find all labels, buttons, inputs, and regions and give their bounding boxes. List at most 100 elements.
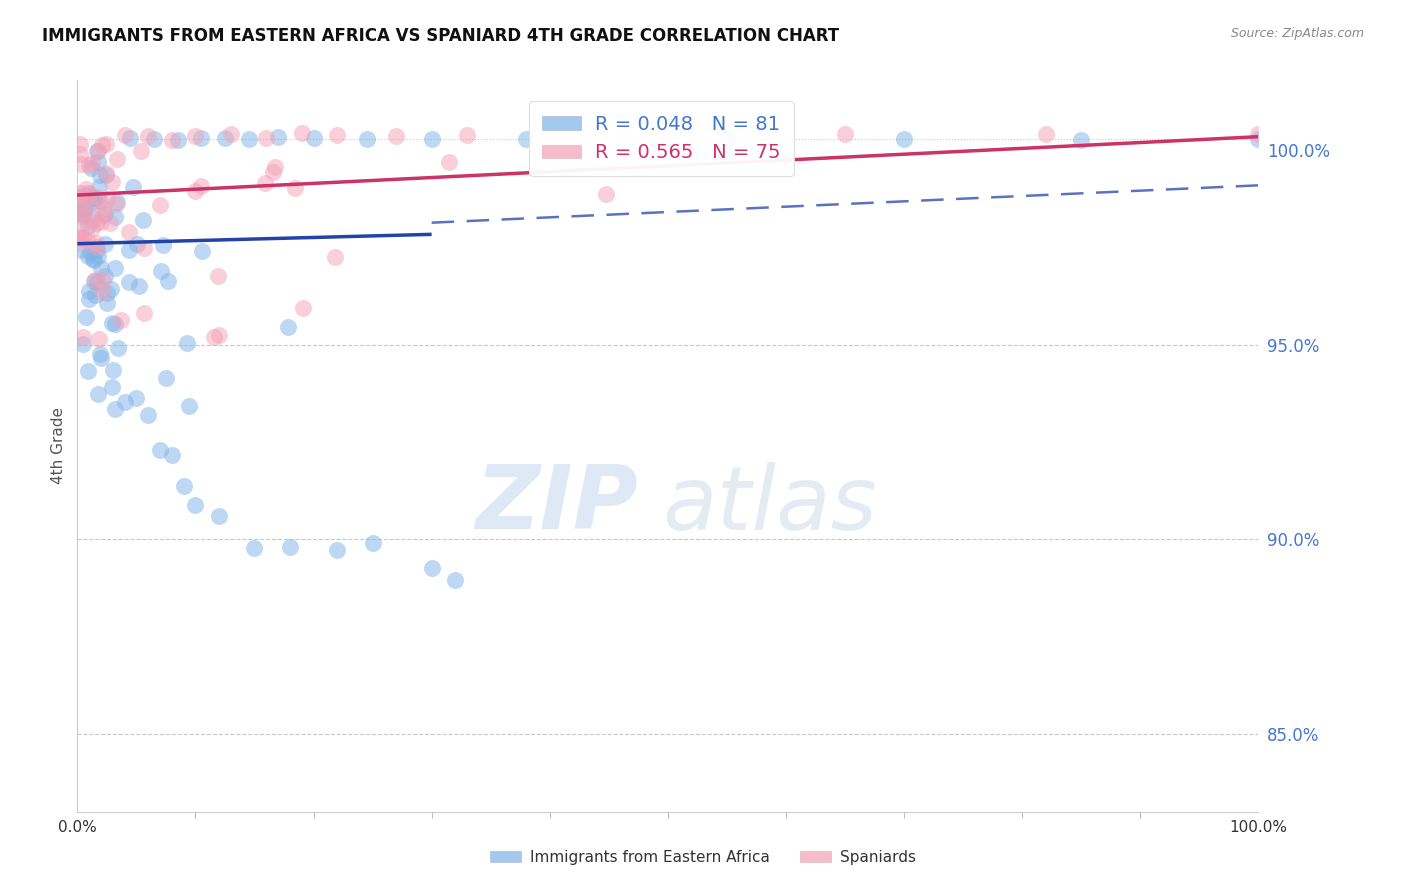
Point — [96, 168, 118, 182]
Point — [84, 216, 107, 230]
Point — [82, 252, 104, 266]
Point — [87, 144, 110, 158]
Point — [176, 335, 198, 350]
Point — [76, 186, 98, 201]
Point — [105, 194, 128, 209]
Point — [96, 285, 118, 300]
Point — [69, 189, 91, 203]
Point — [243, 541, 266, 556]
Point — [72, 207, 94, 221]
Point — [94, 268, 117, 283]
Point — [166, 133, 188, 147]
Point — [72, 329, 94, 343]
Point — [89, 332, 111, 346]
Point — [93, 236, 115, 251]
Point — [120, 131, 142, 145]
Point — [87, 249, 110, 263]
Point — [114, 128, 136, 142]
Point — [437, 154, 460, 169]
Point — [173, 479, 195, 493]
Point — [190, 179, 212, 194]
Point — [77, 284, 100, 298]
Point — [89, 168, 111, 182]
Point — [69, 157, 91, 171]
Point — [254, 131, 277, 145]
Point — [515, 132, 537, 146]
Point — [214, 130, 236, 145]
Point — [716, 130, 738, 145]
Point — [1035, 127, 1057, 141]
Point — [83, 253, 105, 268]
Point — [70, 244, 93, 258]
Text: Source: ZipAtlas.com: Source: ZipAtlas.com — [1230, 27, 1364, 40]
Point — [84, 235, 107, 250]
Point — [118, 276, 141, 290]
Point — [87, 180, 110, 194]
Text: ZIP: ZIP — [475, 461, 638, 548]
Point — [326, 128, 349, 142]
Point — [284, 181, 307, 195]
Point — [385, 129, 408, 144]
Point — [356, 132, 378, 146]
Point — [191, 244, 214, 258]
Point — [325, 250, 347, 264]
Point — [456, 128, 478, 142]
Point — [595, 187, 617, 202]
Point — [77, 292, 100, 306]
Point — [122, 180, 145, 194]
Point — [184, 184, 207, 198]
Point — [83, 273, 105, 287]
Point — [75, 182, 97, 196]
Point — [70, 191, 93, 205]
Point — [149, 197, 172, 211]
Point — [91, 273, 114, 287]
Point — [86, 244, 108, 258]
Point — [184, 498, 207, 512]
Point — [152, 238, 174, 252]
Point — [82, 195, 104, 210]
Point — [69, 186, 91, 200]
Point — [82, 155, 104, 169]
Point — [160, 133, 183, 147]
Point — [132, 212, 155, 227]
Point — [254, 176, 277, 190]
Legend: R = 0.048   N = 81, R = 0.565   N = 75: R = 0.048 N = 81, R = 0.565 N = 75 — [529, 101, 794, 176]
Point — [77, 187, 100, 202]
Point — [361, 535, 384, 549]
Point — [90, 261, 112, 276]
Point — [184, 129, 207, 144]
Point — [69, 206, 91, 220]
Point — [1247, 132, 1270, 146]
Point — [83, 274, 105, 288]
Point — [129, 145, 152, 159]
Point — [72, 208, 94, 222]
Point — [219, 127, 242, 141]
Point — [104, 317, 127, 331]
Point — [69, 209, 91, 223]
Point — [72, 231, 94, 245]
Point — [69, 146, 91, 161]
Point — [291, 127, 314, 141]
Point — [143, 132, 166, 146]
Point — [278, 540, 301, 554]
Point — [87, 387, 110, 401]
Legend: Immigrants from Eastern Africa, Spaniards: Immigrants from Eastern Africa, Spaniard… — [484, 844, 922, 871]
Point — [238, 132, 260, 146]
Point — [1070, 133, 1092, 147]
Text: IMMIGRANTS FROM EASTERN AFRICA VS SPANIARD 4TH GRADE CORRELATION CHART: IMMIGRANTS FROM EASTERN AFRICA VS SPANIA… — [42, 27, 839, 45]
Point — [292, 301, 315, 315]
Text: atlas: atlas — [662, 461, 877, 548]
Point — [128, 278, 150, 293]
Point — [132, 306, 155, 320]
Y-axis label: 4th Grade: 4th Grade — [51, 408, 66, 484]
Point — [302, 131, 325, 145]
Point — [202, 330, 225, 344]
Point — [149, 264, 172, 278]
Point — [77, 219, 100, 233]
Point — [90, 285, 112, 300]
Point — [72, 336, 94, 351]
Point — [94, 136, 117, 151]
Point — [94, 206, 117, 220]
Point — [155, 370, 177, 384]
Point — [91, 137, 114, 152]
